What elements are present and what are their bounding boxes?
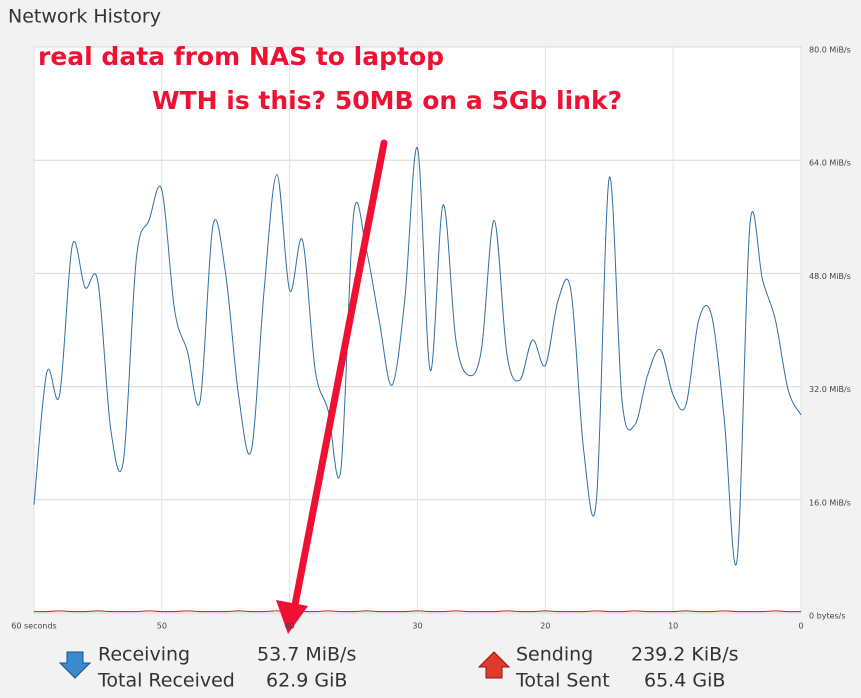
y-tick-label: 48.0 MiB/s — [809, 272, 851, 281]
annotation: WTH is this? 50MB on a 5Gb link? — [152, 86, 622, 115]
stat-label: Sending — [516, 644, 593, 666]
stat-label: Total Received — [97, 670, 235, 692]
x-tick-label: 10 — [668, 622, 678, 631]
receiving-icon — [58, 651, 92, 679]
y-tick-label: 32.0 MiB/s — [809, 385, 851, 394]
stat-label: Receiving — [98, 644, 190, 666]
y-tick-label: 80.0 MiB/s — [809, 46, 851, 55]
stat-value: 239.2 KiB/s — [631, 644, 739, 666]
annotation-arrow — [276, 139, 388, 634]
x-tick-label: 20 — [540, 622, 550, 631]
x-tick-label: 0 — [798, 622, 803, 631]
series-line — [33, 610, 802, 613]
plot — [33, 46, 802, 614]
x-tick-label: 50 — [157, 622, 167, 631]
annotation: real data from NAS to laptop — [38, 42, 444, 71]
stat-label: Total Sent — [515, 670, 610, 692]
y-tick-label: 16.0 MiB/s — [809, 498, 851, 507]
stat-value: 65.4 GiB — [644, 670, 725, 692]
stat-value: 53.7 MiB/s — [257, 644, 356, 666]
panel-title: Network History — [8, 6, 161, 28]
x-tick-label: 40 — [285, 622, 295, 631]
y-tick-label: 64.0 MiB/s — [809, 159, 851, 168]
x-tick-label: 60 seconds — [11, 622, 56, 631]
x-tick-label: 30 — [412, 622, 422, 631]
y-tick-label: 0 bytes/s — [809, 612, 846, 621]
series-line — [33, 147, 802, 566]
stat-value: 62.9 GiB — [266, 670, 347, 692]
sending-icon — [477, 651, 511, 679]
